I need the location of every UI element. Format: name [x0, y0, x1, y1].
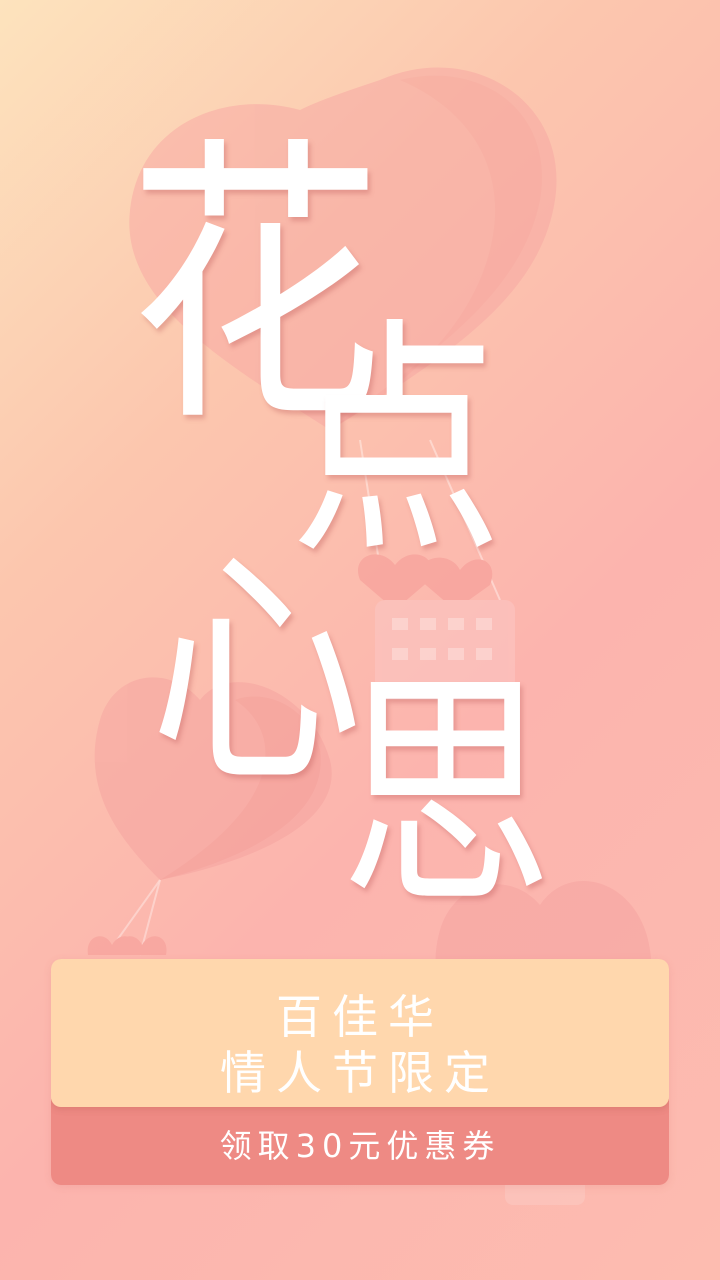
heart-balloon-top-icon	[129, 67, 557, 430]
promo-card: 百佳华 情人节限定 领取30元优惠券	[51, 959, 669, 1185]
title-char-2: 点	[290, 297, 503, 588]
heart-balloon-left-icon	[87, 677, 332, 956]
promo-subtitle: 情人节限定	[220, 1046, 500, 1100]
brand-name: 百佳华	[276, 990, 444, 1044]
title-char-4: 思	[340, 649, 553, 940]
balloon-basket-icon	[358, 439, 515, 700]
title-char-1: 花	[128, 113, 383, 462]
promo-card-header: 百佳华 情人节限定	[51, 959, 669, 1107]
title-char-3: 心	[150, 527, 363, 818]
coupon-button-label[interactable]: 领取30元优惠券	[219, 1127, 501, 1165]
coupon-button[interactable]	[51, 1099, 669, 1185]
